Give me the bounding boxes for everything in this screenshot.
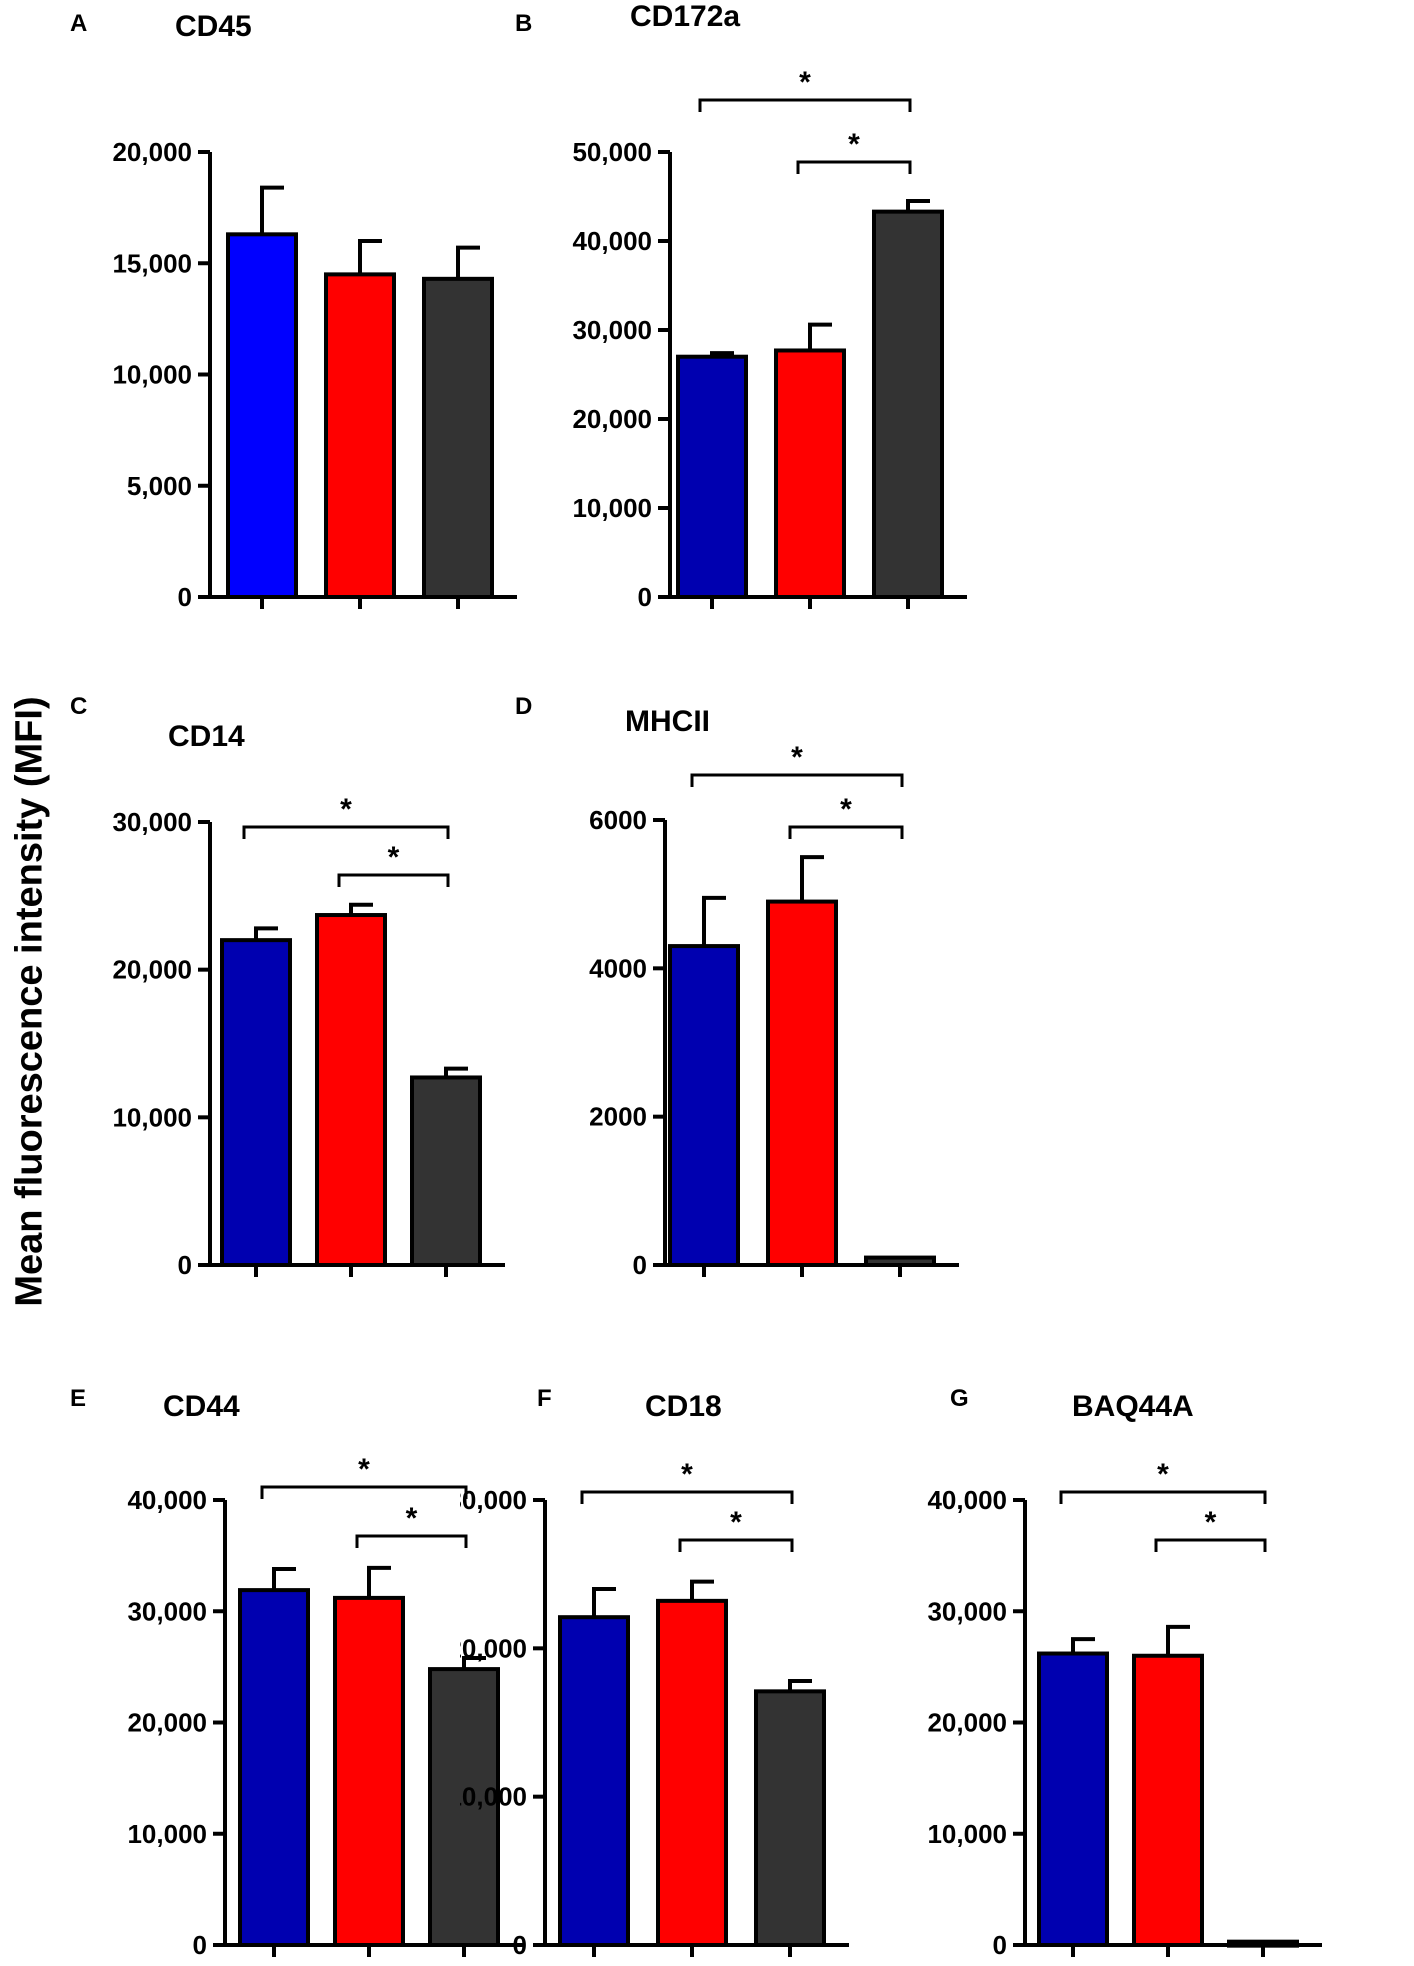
panel-letter-e: E [70, 1385, 87, 1412]
panel-title-d: MHCII [625, 705, 710, 738]
significance-label: * [406, 1502, 418, 1535]
significance-label: * [388, 841, 400, 874]
panel-letter-c: C [70, 693, 88, 720]
y-tick-label: 40,000 [927, 1485, 1007, 1515]
significance-label: * [1157, 1458, 1169, 1491]
significance-label: * [358, 1453, 370, 1486]
y-tick-label: 0 [178, 1250, 192, 1280]
significance-bracket [1059, 1490, 1267, 1504]
y-tick-label: 6000 [589, 805, 647, 835]
significance-bracket [1154, 1538, 1267, 1552]
bar [774, 348, 846, 599]
y-tick-label: 30,000 [460, 1485, 527, 1515]
bar [428, 1667, 500, 1947]
y-tick-label: 10,000 [127, 1819, 207, 1849]
y-tick-label: 0 [193, 1930, 207, 1960]
y-tick-label: 0 [633, 1250, 647, 1280]
chart-panel-e: 0 10,000 20,000 30,000 40,000 * * [127, 1453, 523, 1960]
significance-label: * [848, 128, 860, 161]
bar [676, 354, 748, 600]
significance-label: * [681, 1458, 693, 1491]
y-tick-label: 15,000 [112, 248, 192, 278]
significance-bracket [355, 1534, 468, 1548]
panel-letter-a: A [70, 10, 88, 37]
bar [864, 1255, 936, 1267]
bar [1037, 1651, 1109, 1947]
y-tick-label: 20,000 [927, 1708, 1007, 1738]
y-tick-label: 10,000 [927, 1819, 1007, 1849]
y-tick-label: 10,000 [572, 493, 652, 523]
significance-bracket [580, 1490, 794, 1504]
y-tick-label: 20,000 [460, 1633, 527, 1663]
chart-panel-f: 0 10,000 20,000 30,000 * * [460, 1458, 849, 1960]
y-tick-label: 20,000 [127, 1708, 207, 1738]
significance-label: * [840, 793, 852, 826]
y-tick-label: 0 [178, 582, 192, 612]
y-tick-label: 10,000 [112, 360, 192, 390]
chart-panel-b: 0 10,000 20,000 30,000 40,000 50,000 * * [572, 66, 967, 612]
significance-bracket [796, 160, 912, 174]
bar [220, 938, 292, 1267]
bar [315, 913, 387, 1267]
panel-letter-f: F [537, 1385, 552, 1412]
chart-panel-a: 0 5,000 10,000 15,000 20,000 [112, 137, 517, 612]
y-tick-label: 30,000 [127, 1596, 207, 1626]
chart-panel-d: 0 2000 4000 6000 * * [589, 741, 959, 1280]
bar [558, 1615, 630, 1947]
chart-panel-g: 0 10,000 20,000 30,000 40,000 * * [927, 1458, 1322, 1960]
y-tick-label: 20,000 [112, 137, 192, 167]
bar [410, 1075, 482, 1268]
bar [754, 1689, 826, 1947]
significance-bracket [337, 873, 450, 887]
y-tick-label: 30,000 [112, 807, 192, 837]
bar [1132, 1653, 1204, 1947]
panel-title-f: CD18 [645, 1390, 722, 1423]
y-tick-label: 30,000 [927, 1596, 1007, 1626]
panel-letter-d: D [515, 693, 533, 720]
bar [333, 1595, 405, 1947]
significance-label: * [799, 66, 811, 99]
bar [324, 272, 396, 599]
significance-bracket [242, 825, 450, 839]
significance-label: * [340, 793, 352, 826]
y-tick-label: 10,000 [460, 1782, 527, 1812]
panel-title-g: BAQ44A [1072, 1390, 1194, 1423]
y-tick-label: 20,000 [112, 955, 192, 985]
y-tick-label: 10,000 [112, 1102, 192, 1132]
bar [656, 1598, 728, 1947]
bar [238, 1588, 310, 1947]
significance-label: * [791, 741, 803, 774]
significance-label: * [730, 1506, 742, 1539]
y-tick-label: 40,000 [127, 1485, 207, 1515]
panel-title-a: CD45 [175, 10, 252, 43]
y-tick-label: 40,000 [572, 226, 652, 256]
y-tick-label: 4000 [589, 953, 647, 983]
bar [668, 944, 740, 1267]
y-tick-label: 5,000 [127, 471, 192, 501]
panel-letter-g: G [950, 1385, 969, 1412]
bar [226, 232, 298, 599]
significance-bracket [698, 98, 912, 112]
y-tick-label: 30,000 [572, 315, 652, 345]
y-tick-label: 0 [638, 582, 652, 612]
significance-bracket [678, 1538, 794, 1552]
chart-panel-c: 0 10,000 20,000 30,000 * * [112, 793, 505, 1280]
panel-title-c: CD14 [168, 720, 245, 753]
significance-bracket [690, 773, 904, 787]
y-tick-label: 20,000 [572, 404, 652, 434]
y-tick-label: 50,000 [572, 137, 652, 167]
panel-title-b: CD172a [630, 0, 741, 33]
y-tick-label: 0 [993, 1930, 1007, 1960]
bar [422, 276, 494, 599]
panel-title-e: CD44 [163, 1390, 240, 1423]
y-tick-label: 2000 [589, 1102, 647, 1132]
bar [766, 899, 838, 1267]
y-tick-label: 0 [513, 1930, 527, 1960]
significance-label: * [1205, 1506, 1217, 1539]
bar [872, 209, 944, 599]
panel-letter-b: B [515, 10, 533, 37]
significance-bracket [260, 1485, 468, 1499]
significance-bracket [788, 825, 904, 839]
